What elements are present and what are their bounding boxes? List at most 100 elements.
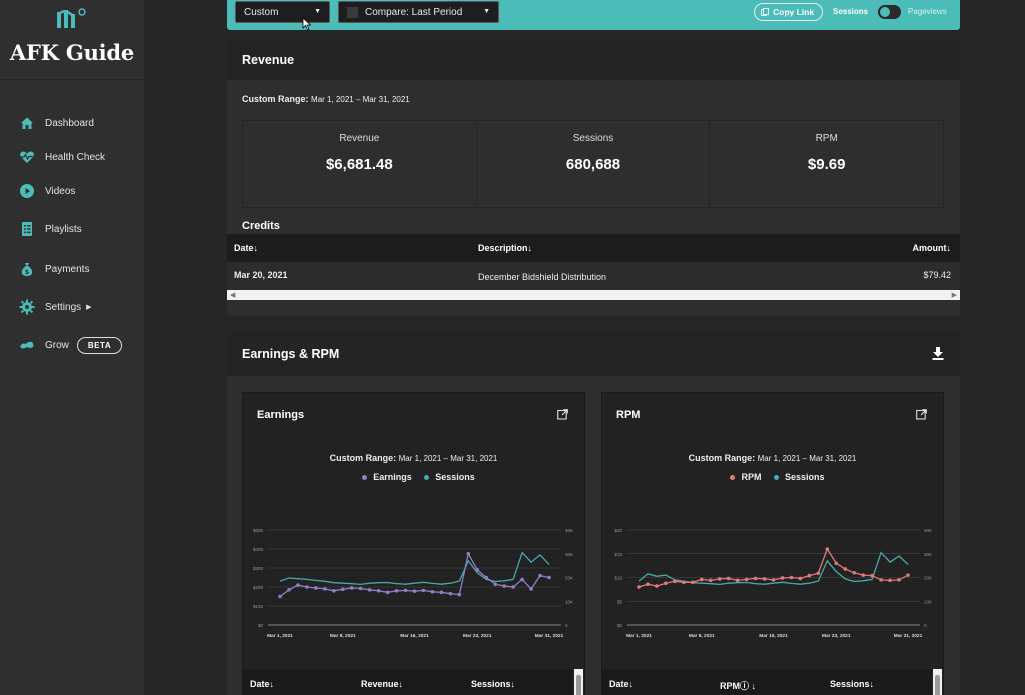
metric-label: Sessions bbox=[572, 133, 614, 144]
compare-select-value: Compare: Last Period bbox=[365, 6, 463, 18]
play-circle-icon bbox=[20, 184, 34, 198]
rpm-legend: RPM Sessions bbox=[602, 472, 943, 482]
column-header-date[interactable]: Date↓ bbox=[234, 243, 258, 253]
external-link-icon[interactable] bbox=[916, 409, 927, 420]
data-point bbox=[385, 590, 390, 595]
y-left-tick-label: $200 bbox=[253, 585, 264, 590]
y-right-tick-label: 40K bbox=[565, 528, 573, 533]
data-point bbox=[708, 578, 713, 583]
brand-logo-icon[interactable] bbox=[55, 6, 89, 30]
column-header-revenue[interactable]: Revenue↓ bbox=[361, 679, 403, 689]
rpm-card: RPM Custom Range: Mar 1, 2021 – Mar 31, … bbox=[601, 392, 944, 695]
y-right-tick-label: 10K bbox=[924, 599, 932, 604]
range-label: Custom Range: bbox=[242, 94, 309, 104]
data-point bbox=[646, 582, 650, 586]
column-label: Sessions bbox=[830, 679, 870, 689]
sort-icon: ↓ bbox=[869, 679, 875, 689]
column-header-date[interactable]: Date↓ bbox=[609, 679, 633, 689]
data-point bbox=[412, 589, 417, 593]
column-header-amount[interactable]: Amount↓ bbox=[913, 243, 952, 253]
row-amount: $79.42 bbox=[923, 270, 951, 280]
sidebar-item-dashboard[interactable]: Dashboard bbox=[0, 108, 145, 138]
metric-label: Revenue bbox=[339, 133, 380, 144]
y-right-tick-label: 10K bbox=[565, 599, 573, 604]
legend-sessions[interactable]: Sessions bbox=[784, 472, 825, 482]
data-point bbox=[287, 588, 291, 592]
sidebar-item-playlists[interactable]: Playlists bbox=[0, 214, 145, 244]
sidebar-item-label: Payments bbox=[45, 263, 90, 275]
scroll-left-icon[interactable]: ◀ bbox=[230, 292, 236, 299]
info-icon[interactable]: ⓘ bbox=[740, 681, 750, 691]
brand-title: AFK Guide bbox=[9, 40, 135, 65]
data-point bbox=[744, 577, 749, 582]
y-right-tick-label: 40K bbox=[924, 528, 932, 533]
data-point bbox=[520, 577, 524, 582]
range-select[interactable]: Custom ▼ bbox=[235, 1, 330, 23]
sort-icon: ↓ bbox=[269, 679, 275, 689]
column-header-sessions[interactable]: Sessions↓ bbox=[830, 679, 874, 689]
data-point bbox=[332, 589, 336, 593]
data-point bbox=[807, 573, 812, 578]
y-left-tick-label: $300 bbox=[253, 566, 264, 571]
column-label: Description bbox=[478, 243, 528, 253]
metric-label: RPM bbox=[815, 133, 838, 144]
data-point bbox=[843, 567, 848, 571]
column-label: Amount bbox=[912, 243, 947, 253]
sidebar-item-grow[interactable]: Grow BETA bbox=[0, 330, 145, 360]
sidebar-item-settings[interactable]: Settings ▶ bbox=[0, 292, 145, 322]
data-point bbox=[762, 577, 767, 581]
data-point bbox=[511, 585, 515, 589]
data-point bbox=[852, 570, 856, 575]
external-link-icon[interactable] bbox=[557, 409, 568, 420]
data-point bbox=[897, 578, 901, 582]
sidebar-item-label: Health Check bbox=[45, 151, 106, 163]
sidebar-item-label: Playlists bbox=[45, 223, 82, 235]
data-point bbox=[493, 582, 497, 586]
data-point bbox=[376, 589, 381, 593]
data-point bbox=[538, 573, 542, 578]
sidebar-item-label: Grow bbox=[45, 339, 69, 351]
sessions-pageviews-toggle[interactable] bbox=[878, 5, 901, 19]
column-header-date[interactable]: Date↓ bbox=[250, 679, 274, 689]
sidebar-item-payments[interactable]: $ Payments bbox=[0, 254, 145, 284]
sidebar-item-health-check[interactable]: Health Check bbox=[0, 142, 145, 172]
data-point bbox=[906, 573, 910, 577]
column-header-rpm[interactable]: RPMⓘ ↓ bbox=[720, 679, 756, 692]
data-point bbox=[753, 576, 758, 581]
range-label: Custom Range: bbox=[688, 453, 756, 463]
data-point bbox=[394, 589, 399, 593]
earnings-panel-title: Earnings & RPM bbox=[227, 332, 960, 376]
credits-title: Credits bbox=[242, 220, 280, 232]
y-right-tick-label: 0 bbox=[924, 623, 927, 628]
data-point bbox=[780, 576, 785, 580]
credits-table-header: Date↓ Description↓ Amount↓ bbox=[227, 234, 960, 262]
scroll-right-icon[interactable]: ▶ bbox=[951, 292, 957, 299]
y-left-tick-label: $5 bbox=[617, 599, 623, 604]
brand: AFK Guide bbox=[0, 0, 144, 80]
y-left-tick-label: $10 bbox=[614, 576, 622, 581]
data-point bbox=[699, 577, 704, 582]
download-icon[interactable] bbox=[932, 347, 944, 360]
mouse-cursor-icon bbox=[302, 17, 312, 31]
sort-icon: ↓ bbox=[628, 679, 634, 689]
rpm-card-range: Custom Range: Mar 1, 2021 – Mar 31, 2021 bbox=[602, 453, 943, 463]
sidebar-item-label: Videos bbox=[45, 185, 76, 197]
vertical-scrollbar[interactable] bbox=[574, 669, 583, 695]
column-header-description[interactable]: Description↓ bbox=[478, 243, 532, 253]
caret-right-icon: ▶ bbox=[86, 304, 92, 311]
sort-icon: ↓ bbox=[510, 679, 516, 689]
column-header-sessions[interactable]: Sessions↓ bbox=[471, 679, 515, 689]
copy-link-button[interactable]: Copy Link bbox=[754, 3, 824, 21]
sidebar-item-videos[interactable]: Videos bbox=[0, 176, 145, 206]
legend-sessions[interactable]: Sessions bbox=[435, 472, 475, 482]
vertical-scrollbar[interactable] bbox=[933, 669, 942, 695]
compare-select[interactable]: Compare: Last Period ▼ bbox=[338, 1, 499, 23]
horizontal-scrollbar[interactable]: ◀ ▶ bbox=[227, 290, 960, 300]
revenue-panel-title: Revenue bbox=[227, 40, 960, 80]
sidebar: AFK Guide Dashboard Health Check Videos … bbox=[0, 0, 145, 695]
filter-bar: Custom ▼ Compare: Last Period ▼ Copy Lin… bbox=[227, 0, 960, 30]
y-left-tick-label: $15 bbox=[614, 552, 622, 557]
legend-earnings[interactable]: Earnings bbox=[373, 472, 412, 482]
data-point bbox=[305, 585, 309, 589]
legend-rpm[interactable]: RPM bbox=[741, 472, 762, 482]
